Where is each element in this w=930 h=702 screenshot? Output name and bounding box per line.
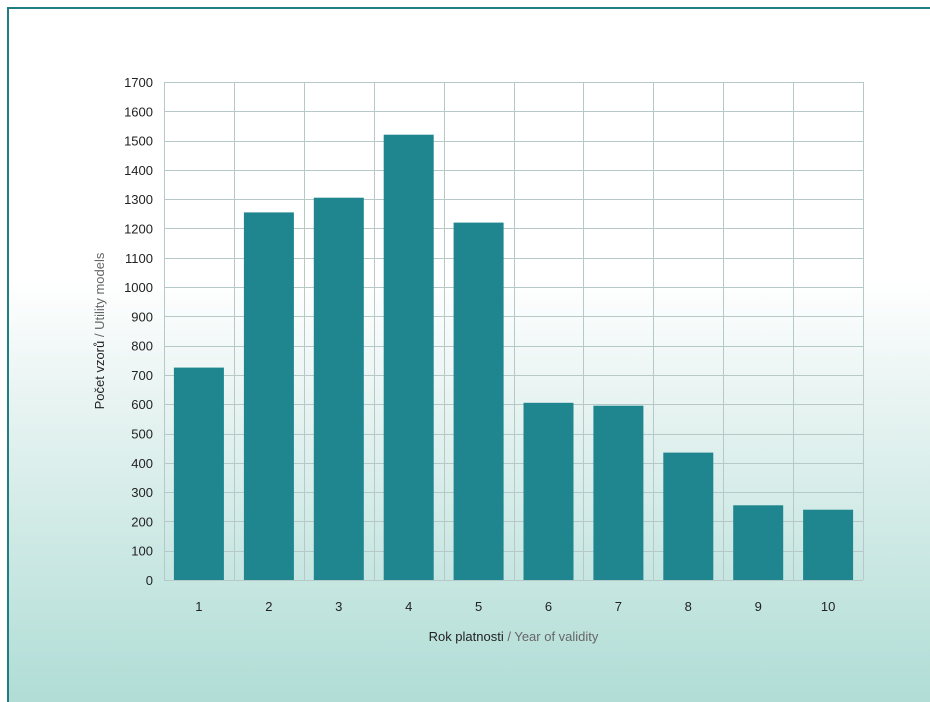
- x-tick-label: 4: [405, 599, 412, 614]
- x-tick-label: 1: [195, 599, 202, 614]
- y-tick-label: 700: [131, 368, 153, 383]
- x-tick-label: 2: [265, 599, 272, 614]
- y-axis-title: Počet vzorů / Utility models: [92, 252, 107, 409]
- y-tick-label: 0: [146, 573, 153, 588]
- y-tick-label: 900: [131, 309, 153, 324]
- x-tick-label: 6: [545, 599, 552, 614]
- x-axis-title-primary: Rok platnosti: [429, 629, 504, 644]
- bar-8: [663, 452, 714, 580]
- bar-4: [383, 134, 434, 580]
- x-axis-title-separator: /: [504, 629, 515, 644]
- y-tick-label: 500: [131, 427, 153, 442]
- x-tick-label: 5: [475, 599, 482, 614]
- x-tick-label: 10: [821, 599, 835, 614]
- y-tick-label: 1700: [124, 75, 153, 90]
- bar-9: [733, 505, 784, 580]
- y-tick-label: 600: [131, 397, 153, 412]
- bar-10: [803, 509, 854, 580]
- x-tick-label: 7: [615, 599, 622, 614]
- y-tick-label: 1400: [124, 163, 153, 178]
- x-axis-title: Rok platnosti / Year of validity: [429, 629, 599, 644]
- y-tick-label: 400: [131, 456, 153, 471]
- bar-1: [173, 367, 224, 580]
- x-tick-label: 8: [685, 599, 692, 614]
- y-tick-label: 1000: [124, 280, 153, 295]
- y-axis-title-separator: /: [92, 330, 107, 341]
- y-tick-label: 800: [131, 339, 153, 354]
- y-tick-label: 100: [131, 544, 153, 559]
- y-tick-label: 1300: [124, 192, 153, 207]
- bars: [173, 134, 854, 580]
- x-tick-label: 3: [335, 599, 342, 614]
- y-axis-title-primary: Počet vzorů: [92, 341, 107, 410]
- y-tick-label: 1600: [124, 104, 153, 119]
- x-tick-label: 9: [755, 599, 762, 614]
- bar-7: [593, 405, 644, 580]
- bar-6: [523, 402, 574, 580]
- x-axis-title-secondary: Year of validity: [514, 629, 599, 644]
- bar-2: [243, 212, 294, 580]
- y-tick-label: 1200: [124, 222, 153, 237]
- bar-3: [313, 197, 364, 580]
- y-tick-label: 200: [131, 514, 153, 529]
- y-axis-title-secondary: Utility models: [92, 252, 107, 330]
- y-tick-label: 1500: [124, 134, 153, 149]
- y-tick-label: 300: [131, 485, 153, 500]
- y-tick-labels: 0 100 200 300 400 500 600 700 800 900 1000 1100 1200…: [124, 75, 153, 588]
- bar-5: [453, 222, 504, 580]
- y-tick-label: 1100: [125, 251, 153, 266]
- x-tick-labels: 1 2 3 4 5 6 7 8 9 10: [195, 599, 835, 614]
